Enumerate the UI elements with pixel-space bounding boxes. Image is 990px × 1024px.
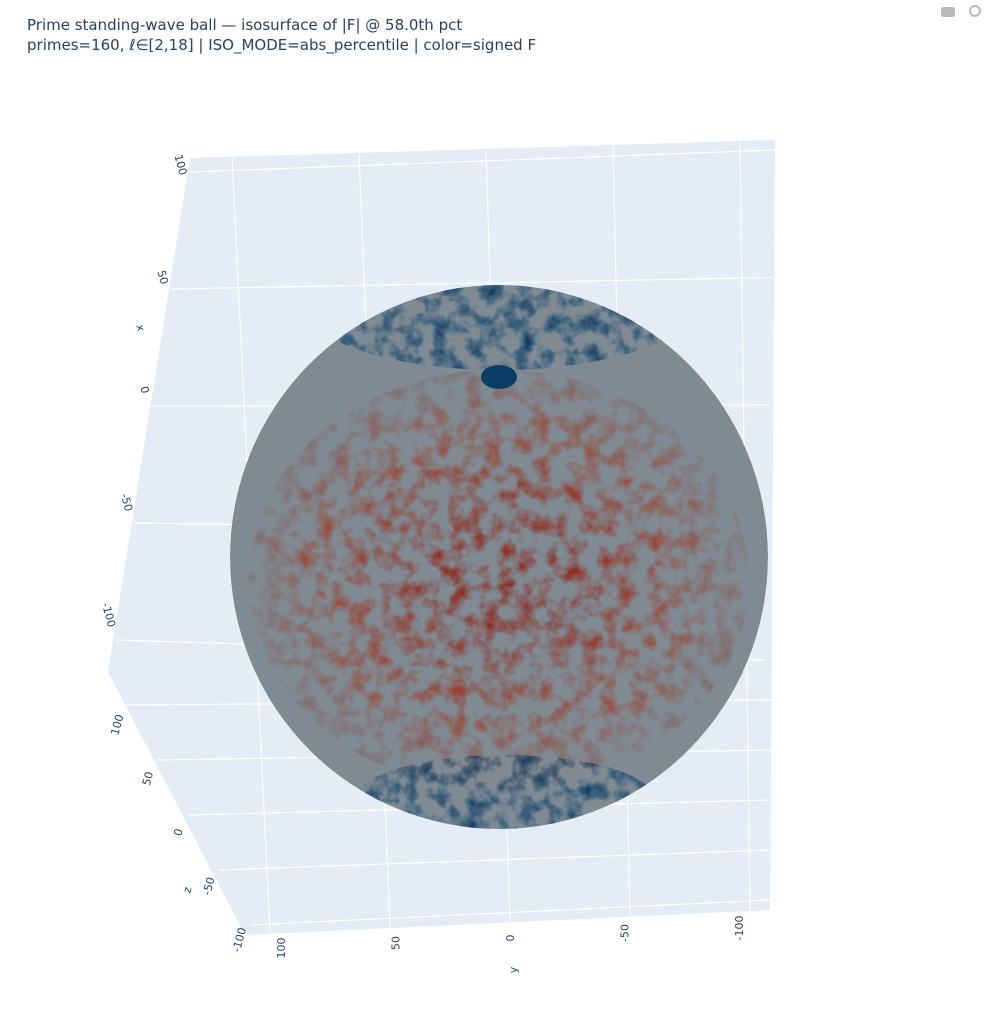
- x-tick-label: 100: [171, 153, 189, 177]
- zoom-button[interactable]: [969, 5, 981, 17]
- z-axis-title: z: [180, 885, 194, 894]
- y-tick-label: -100: [733, 916, 746, 941]
- pole-top: [481, 365, 517, 389]
- z-tick-label: 50: [140, 770, 156, 787]
- chart-subtitle: primes=160, ℓ∈[2,18] | ISO_MODE=abs_perc…: [27, 36, 536, 55]
- y-axis-title: y: [507, 966, 520, 973]
- x-tick-label: -50: [118, 492, 135, 513]
- left-wall: [108, 158, 245, 935]
- y-tick-label: 100: [275, 938, 288, 959]
- y-tick-label: -50: [619, 924, 632, 942]
- surface-warm: [249, 370, 749, 790]
- x-axis-title: x: [133, 323, 147, 333]
- grid-line: [249, 899, 771, 926]
- grid-line: [171, 276, 773, 290]
- y-tick-label: 50: [390, 936, 403, 950]
- x-tick-label: -100: [99, 601, 118, 628]
- z-tick-label: 0: [171, 827, 185, 837]
- x-tick-label: 0: [137, 385, 151, 395]
- y-tick-label: 0: [504, 935, 517, 942]
- chart-title: Prime standing-wave ball — isosurface of…: [27, 16, 462, 34]
- grid-line: [218, 849, 771, 871]
- x-tick-label: 50: [154, 269, 170, 286]
- camera-button[interactable]: [941, 7, 955, 17]
- surface-cold-top: [299, 285, 699, 370]
- z-tick-label: 100: [109, 713, 127, 737]
- modebar[interactable]: [941, 5, 981, 17]
- z-tick-label: -50: [200, 876, 217, 897]
- grid-line: [189, 149, 776, 173]
- z-tick-label: -100: [230, 926, 249, 953]
